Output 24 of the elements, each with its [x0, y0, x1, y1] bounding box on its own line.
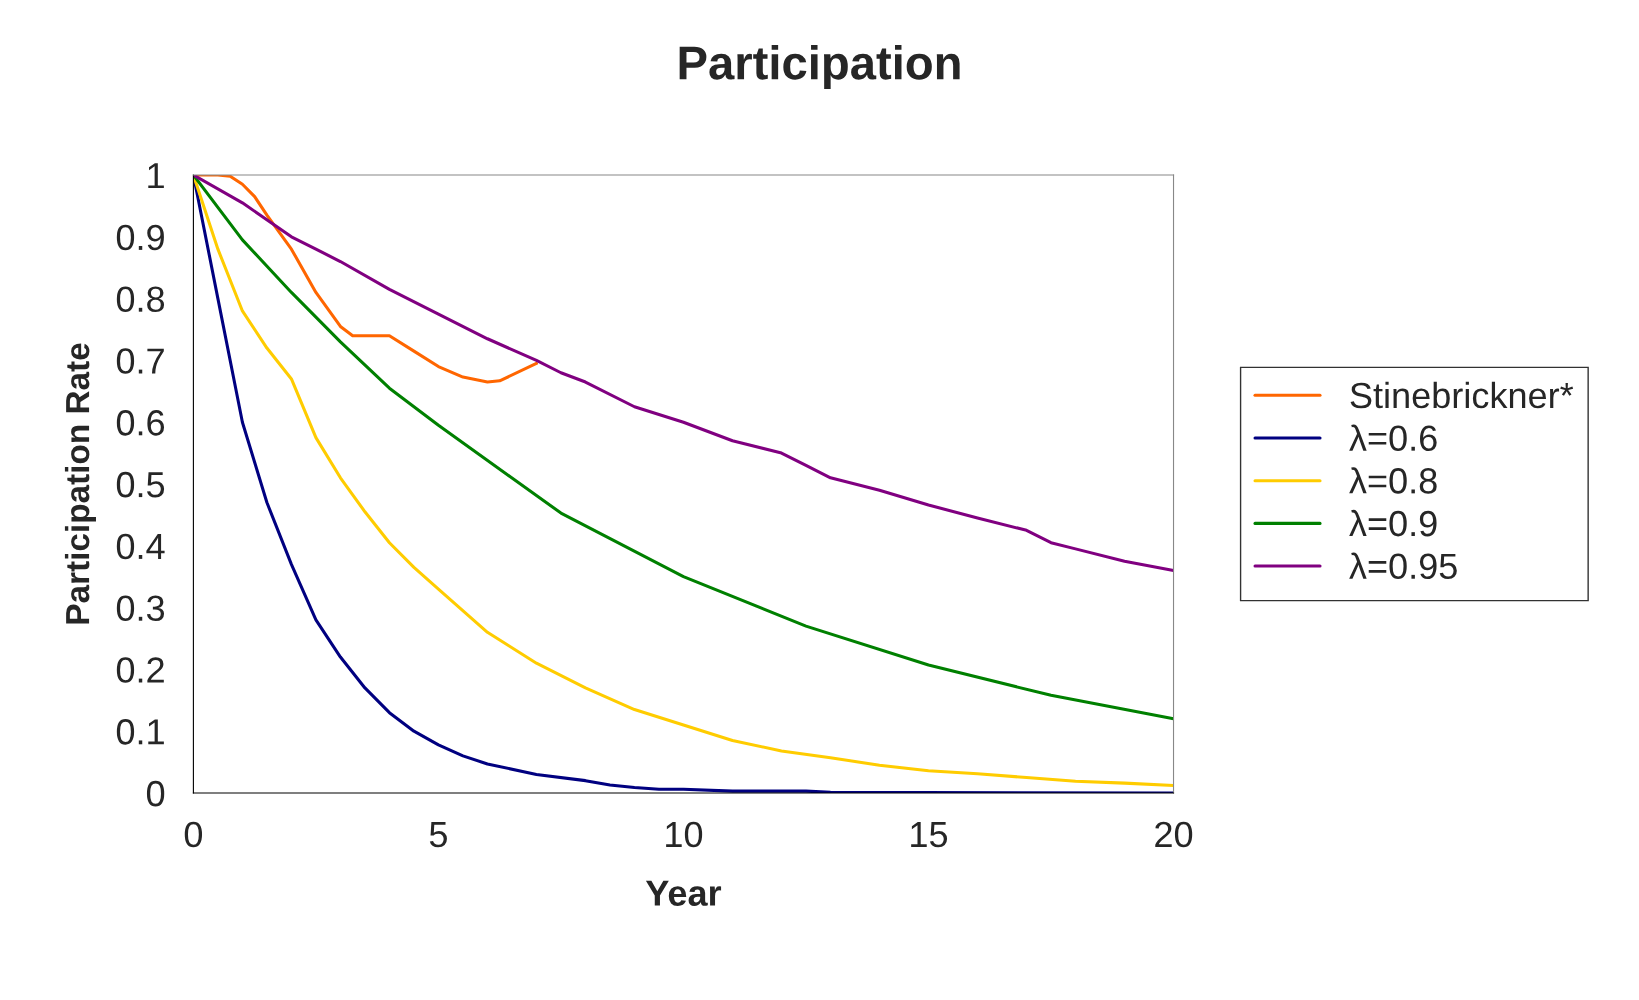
x-tick-label: 15 — [911, 822, 948, 848]
y-tick-label: 0.9 — [116, 224, 164, 251]
y-tick-label: 0.2 — [116, 657, 164, 683]
x-axis-title: Year — [645, 880, 722, 906]
legend-label: λ=0.8 — [1349, 467, 1437, 494]
chart-title: Participation — [679, 45, 960, 90]
legend-label: λ=0.95 — [1349, 552, 1457, 580]
y-tick-label: 0.1 — [116, 719, 164, 745]
y-tick-label: 0.4 — [116, 533, 165, 560]
x-tick-label: 5 — [429, 822, 447, 848]
x-tick-label: 0 — [184, 821, 203, 848]
y-tick-label: 0 — [146, 780, 165, 807]
x-tick-label: 10 — [666, 821, 703, 848]
y-tick-label: 0.6 — [116, 410, 165, 436]
y-tick-label: 0.7 — [116, 348, 164, 374]
x-tick-label: 20 — [1155, 821, 1193, 848]
y-tick-label: 0.3 — [116, 595, 165, 622]
legend-label: λ=0.9 — [1349, 509, 1437, 537]
y-axis-title: Participation Rate — [64, 343, 96, 624]
y-tick-label: 0.5 — [116, 471, 165, 498]
legend-label: Stinebrickner* — [1350, 381, 1574, 409]
legend-label: λ=0.6 — [1349, 424, 1437, 451]
y-tick-label: 1 — [148, 163, 164, 189]
y-tick-label: 0.8 — [116, 286, 165, 313]
